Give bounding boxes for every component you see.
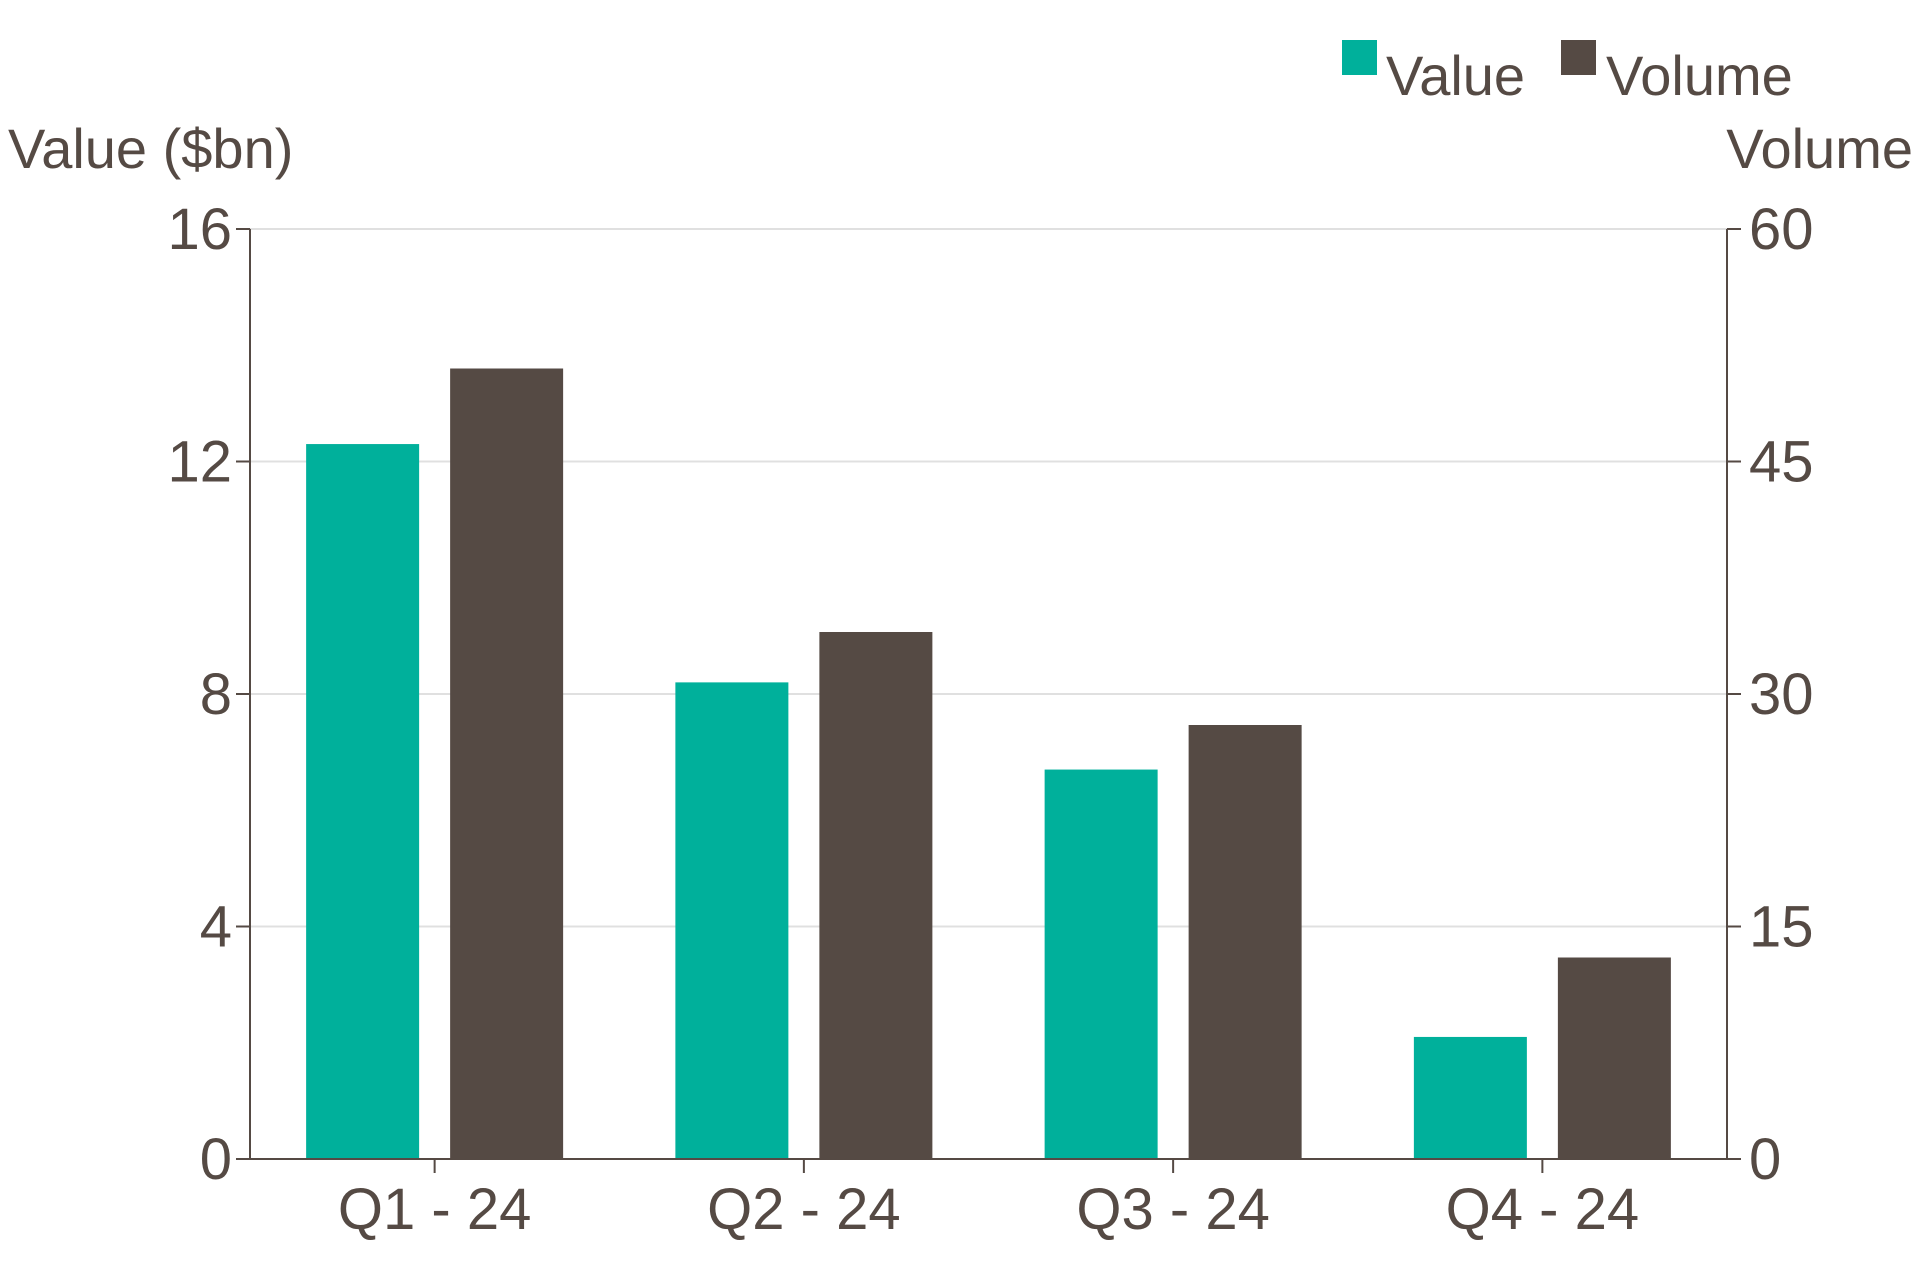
y2-tick-label: 15 — [1749, 895, 1814, 960]
y-tick-label: 8 — [200, 662, 232, 727]
axes: 0 4 8 12 16 0 15 30 45 60 Q1 - 24 Q2 - 24 Q3 - 24 Q4 … — [167, 197, 1813, 1242]
axis-labels: Value ($bn) Volume — [8, 117, 1913, 180]
x-tick-label: Q3 - 24 — [1076, 1177, 1269, 1242]
y-tick-label: 4 — [200, 895, 232, 960]
bar-volume — [819, 632, 933, 1159]
x-tick-label: Q2 - 24 — [707, 1177, 900, 1242]
bar-volume — [450, 368, 564, 1159]
legend: Value Volume — [1342, 40, 1793, 107]
bar-value — [306, 444, 420, 1159]
bar-volume — [1557, 957, 1671, 1159]
y-tick-label: 12 — [167, 430, 232, 495]
bar-value — [1413, 1036, 1527, 1159]
legend-label-value: Value — [1386, 44, 1525, 107]
y-axis-title: Value ($bn) — [8, 117, 293, 180]
y-tick-label: 16 — [167, 197, 232, 262]
bar-value — [675, 682, 789, 1159]
bars — [306, 368, 1671, 1159]
legend-label-volume: Volume — [1606, 44, 1793, 107]
y-tick-label: 0 — [200, 1127, 232, 1192]
bar-value — [1044, 769, 1158, 1159]
y2-tick-label: 60 — [1749, 197, 1814, 262]
x-tick-label: Q1 - 24 — [338, 1177, 531, 1242]
y2-axis-title: Volume — [1726, 117, 1913, 180]
legend-swatch-volume — [1561, 40, 1596, 75]
y2-tick-label: 30 — [1749, 662, 1814, 727]
y2-tick-label: 0 — [1749, 1127, 1781, 1192]
bar-volume — [1188, 725, 1302, 1159]
y2-tick-label: 45 — [1749, 430, 1814, 495]
legend-swatch-value — [1342, 40, 1377, 75]
x-tick-label: Q4 - 24 — [1446, 1177, 1639, 1242]
